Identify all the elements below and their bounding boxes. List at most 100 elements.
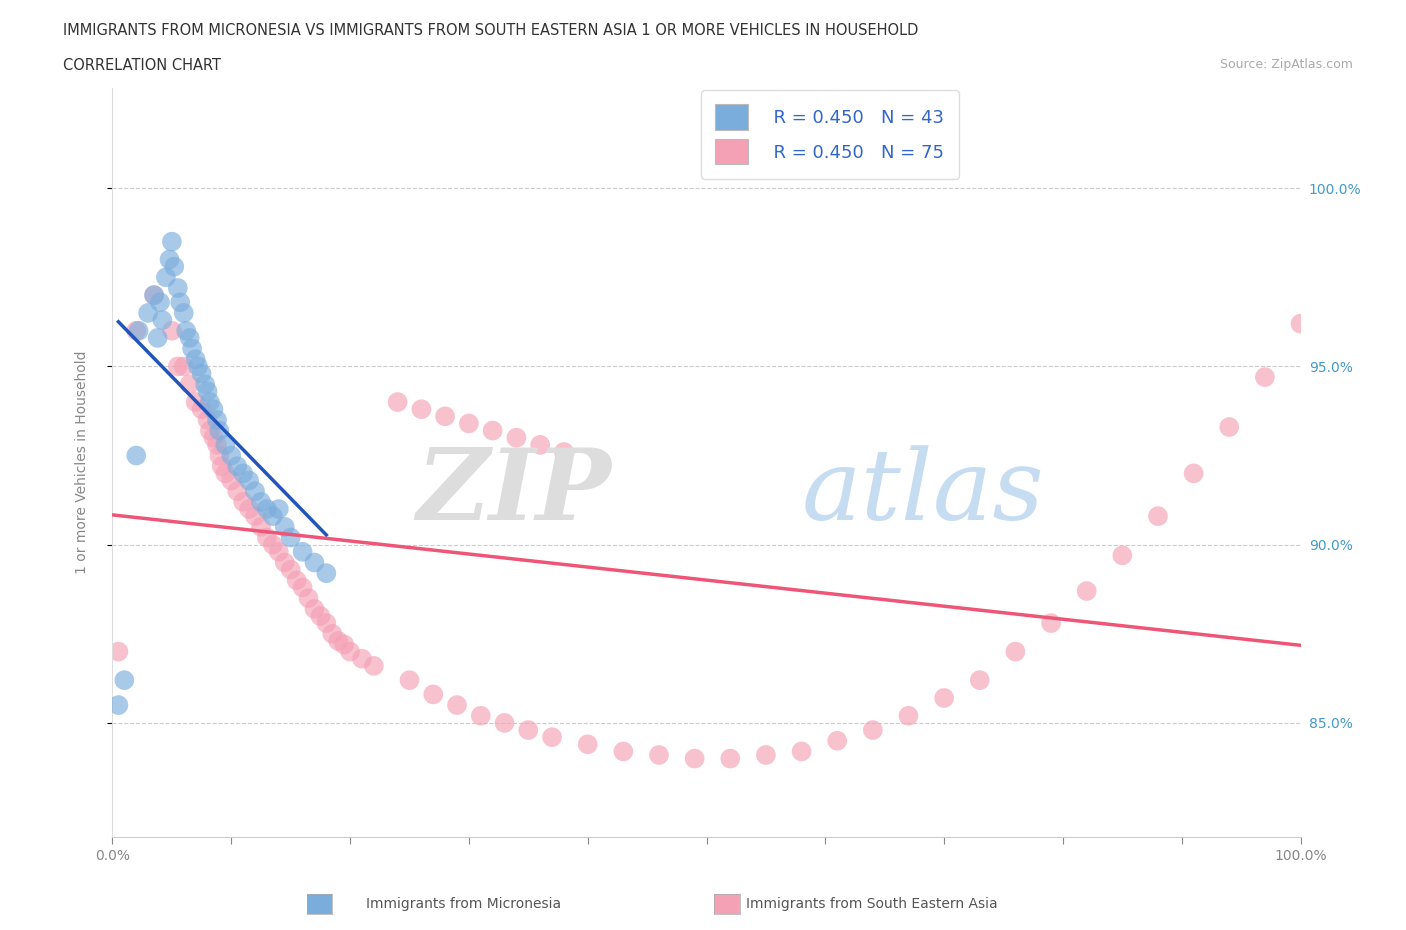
Point: [291, 580, 314, 595]
Point: [862, 723, 884, 737]
Point: [160, 324, 183, 339]
Text: Immigrants from South Eastern Asia: Immigrants from South Eastern Asia: [747, 897, 997, 911]
Text: atlas: atlas: [801, 445, 1045, 540]
Point: [166, 281, 188, 296]
Point: [125, 448, 148, 463]
Point: [297, 591, 319, 605]
Point: [517, 723, 540, 737]
Point: [1111, 548, 1133, 563]
Point: [238, 473, 260, 488]
Point: [897, 709, 920, 724]
Point: [1004, 644, 1026, 659]
Point: [274, 519, 297, 534]
Point: [211, 458, 233, 473]
Point: [198, 423, 221, 438]
Point: [576, 737, 599, 751]
Point: [315, 565, 337, 580]
Point: [529, 437, 551, 452]
Y-axis label: 1 or more Vehicles in Household: 1 or more Vehicles in Household: [75, 351, 89, 575]
Point: [232, 495, 254, 510]
Point: [1182, 466, 1205, 481]
Point: [458, 416, 481, 431]
Point: [969, 672, 991, 687]
Point: [219, 448, 243, 463]
Point: [267, 501, 290, 516]
Point: [190, 366, 212, 381]
Point: [1076, 584, 1098, 599]
Point: [155, 270, 177, 285]
Point: [232, 466, 254, 481]
Point: [149, 295, 172, 310]
Point: [291, 544, 314, 559]
Point: [934, 691, 956, 706]
Point: [267, 544, 290, 559]
Point: [825, 733, 848, 748]
Point: [1289, 316, 1312, 331]
Point: [160, 234, 183, 249]
Point: [197, 413, 219, 428]
Point: [304, 555, 326, 570]
Point: [219, 473, 243, 488]
Point: [214, 437, 236, 452]
Point: [648, 748, 671, 763]
Point: [333, 637, 356, 652]
Point: [1147, 509, 1170, 524]
Point: [238, 501, 260, 516]
Point: [184, 352, 207, 366]
Point: [198, 394, 221, 409]
Point: [163, 259, 186, 274]
Point: [159, 252, 181, 267]
Point: [481, 423, 503, 438]
Point: [328, 633, 350, 648]
Point: [256, 501, 278, 516]
Point: [309, 608, 332, 623]
Point: [243, 509, 266, 524]
Text: Source: ZipAtlas.com: Source: ZipAtlas.com: [1219, 58, 1353, 71]
Point: [1040, 616, 1063, 631]
Text: ZIP: ZIP: [416, 445, 612, 541]
Point: [434, 409, 457, 424]
Point: [683, 751, 706, 766]
Point: [243, 484, 266, 498]
Point: [143, 287, 166, 302]
Point: [321, 627, 343, 642]
Point: [553, 445, 575, 459]
Point: [226, 458, 249, 473]
Text: IMMIGRANTS FROM MICRONESIA VS IMMIGRANTS FROM SOUTH EASTERN ASIA 1 OR MORE VEHIC: IMMIGRANTS FROM MICRONESIA VS IMMIGRANTS…: [63, 23, 918, 38]
Point: [1254, 370, 1277, 385]
Point: [181, 341, 204, 356]
Point: [197, 384, 219, 399]
Point: [179, 377, 201, 392]
Point: [136, 306, 159, 321]
Point: [174, 324, 197, 339]
Point: [422, 687, 444, 702]
Point: [446, 698, 468, 712]
Point: [128, 324, 150, 339]
Point: [107, 644, 129, 659]
Point: [208, 423, 231, 438]
Point: [494, 715, 516, 730]
Point: [146, 330, 169, 345]
Point: [205, 413, 228, 428]
Point: [315, 616, 337, 631]
Text: Immigrants from Micronesia: Immigrants from Micronesia: [367, 897, 561, 911]
Point: [187, 359, 209, 374]
Point: [202, 431, 225, 445]
Point: [173, 359, 195, 374]
Point: [274, 555, 297, 570]
Point: [718, 751, 741, 766]
Point: [505, 431, 527, 445]
Point: [387, 394, 409, 409]
Point: [226, 484, 249, 498]
Legend:   R = 0.450   N = 43,   R = 0.450   N = 75: R = 0.450 N = 43, R = 0.450 N = 75: [702, 90, 959, 179]
Point: [612, 744, 634, 759]
Point: [194, 377, 217, 392]
Point: [280, 562, 302, 577]
Point: [184, 394, 207, 409]
Point: [541, 730, 564, 745]
Point: [150, 312, 173, 327]
Point: [363, 658, 385, 673]
Point: [470, 709, 492, 724]
Point: [190, 402, 212, 417]
Point: [398, 672, 420, 687]
